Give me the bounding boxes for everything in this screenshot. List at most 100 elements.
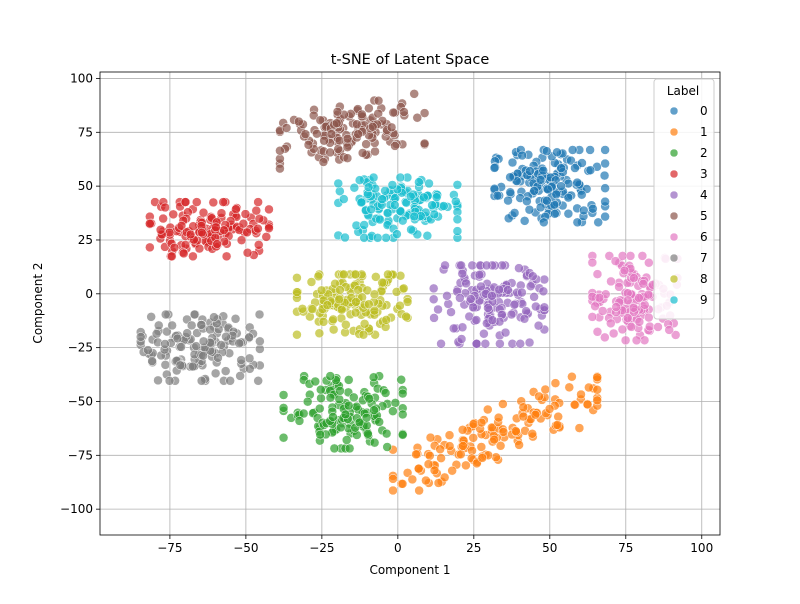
data-point (623, 295, 633, 306)
legend-label: 5 (700, 209, 708, 223)
data-point (334, 394, 345, 405)
data-point (525, 281, 536, 291)
data-point (397, 409, 408, 420)
data-point (447, 465, 457, 476)
x-axis-label: Component 1 (369, 563, 450, 577)
data-point (306, 277, 317, 287)
data-point (396, 374, 406, 385)
data-point (198, 336, 209, 347)
data-point (423, 459, 434, 469)
data-point (221, 331, 231, 342)
data-point (363, 182, 374, 192)
data-point (552, 147, 562, 158)
data-point (480, 339, 491, 349)
data-point (563, 208, 574, 219)
data-point (353, 285, 364, 295)
data-point (553, 411, 563, 422)
data-point (600, 183, 610, 193)
data-point (600, 196, 610, 207)
data-point (335, 285, 345, 295)
data-point (498, 399, 508, 409)
data-point (529, 186, 539, 196)
data-point (325, 371, 336, 381)
y-tick-label: 100 (70, 71, 93, 85)
data-point (425, 450, 435, 461)
legend-marker (669, 232, 679, 242)
data-point (335, 186, 345, 196)
data-point (325, 392, 336, 403)
data-point (388, 485, 398, 496)
data-point (421, 475, 431, 486)
data-point (493, 412, 504, 423)
y-tick-label: 0 (85, 287, 93, 301)
legend-label: 7 (700, 251, 708, 265)
data-point (634, 293, 644, 303)
data-point (592, 372, 602, 383)
data-point (375, 214, 385, 225)
data-point (514, 263, 524, 273)
data-point (383, 269, 393, 280)
data-point (242, 227, 252, 238)
data-point (436, 339, 446, 349)
data-point (476, 281, 486, 292)
data-point (160, 309, 171, 320)
data-point (167, 251, 177, 262)
data-point (670, 330, 681, 340)
data-point (487, 315, 498, 325)
data-point (574, 423, 585, 433)
data-point (328, 412, 338, 422)
data-point (225, 376, 235, 386)
data-point (466, 294, 476, 304)
data-point (500, 327, 511, 338)
data-point (336, 304, 347, 315)
data-point (164, 376, 175, 386)
data-point (373, 108, 383, 119)
data-point (210, 368, 221, 379)
data-point (483, 303, 493, 313)
legend-marker (669, 274, 679, 284)
data-point (538, 286, 549, 297)
data-point (339, 269, 349, 280)
legend-marker (669, 211, 679, 221)
legend-label: 8 (700, 272, 708, 286)
data-point (364, 299, 374, 309)
data-point (397, 215, 408, 226)
data-point (153, 375, 163, 386)
data-point (422, 230, 433, 241)
data-point (382, 442, 392, 452)
y-axis-label: Component 2 (31, 262, 45, 343)
data-point (413, 463, 424, 474)
data-point (572, 177, 582, 188)
data-point (390, 200, 400, 210)
data-point (468, 433, 479, 443)
data-point (414, 485, 424, 496)
data-point (622, 313, 633, 323)
data-point (369, 405, 379, 415)
series-7-points (135, 309, 265, 386)
y-tick-label: 25 (78, 233, 93, 247)
data-point (476, 417, 487, 428)
data-point (533, 320, 544, 331)
data-point (297, 304, 308, 314)
data-point (254, 309, 265, 320)
data-point (639, 335, 650, 346)
data-point (369, 289, 380, 300)
data-point (397, 430, 408, 440)
data-point (427, 200, 437, 210)
data-point (529, 292, 539, 302)
data-point (446, 307, 456, 317)
data-point (251, 205, 262, 216)
data-point (155, 225, 166, 235)
data-point (436, 453, 446, 463)
data-point (319, 135, 329, 146)
data-point (468, 302, 478, 313)
data-point (606, 318, 616, 329)
data-point (182, 328, 192, 338)
data-point (145, 242, 155, 253)
data-point (364, 103, 374, 114)
data-point (236, 355, 246, 365)
data-point (298, 408, 309, 419)
data-point (359, 233, 369, 243)
data-point (221, 251, 232, 262)
